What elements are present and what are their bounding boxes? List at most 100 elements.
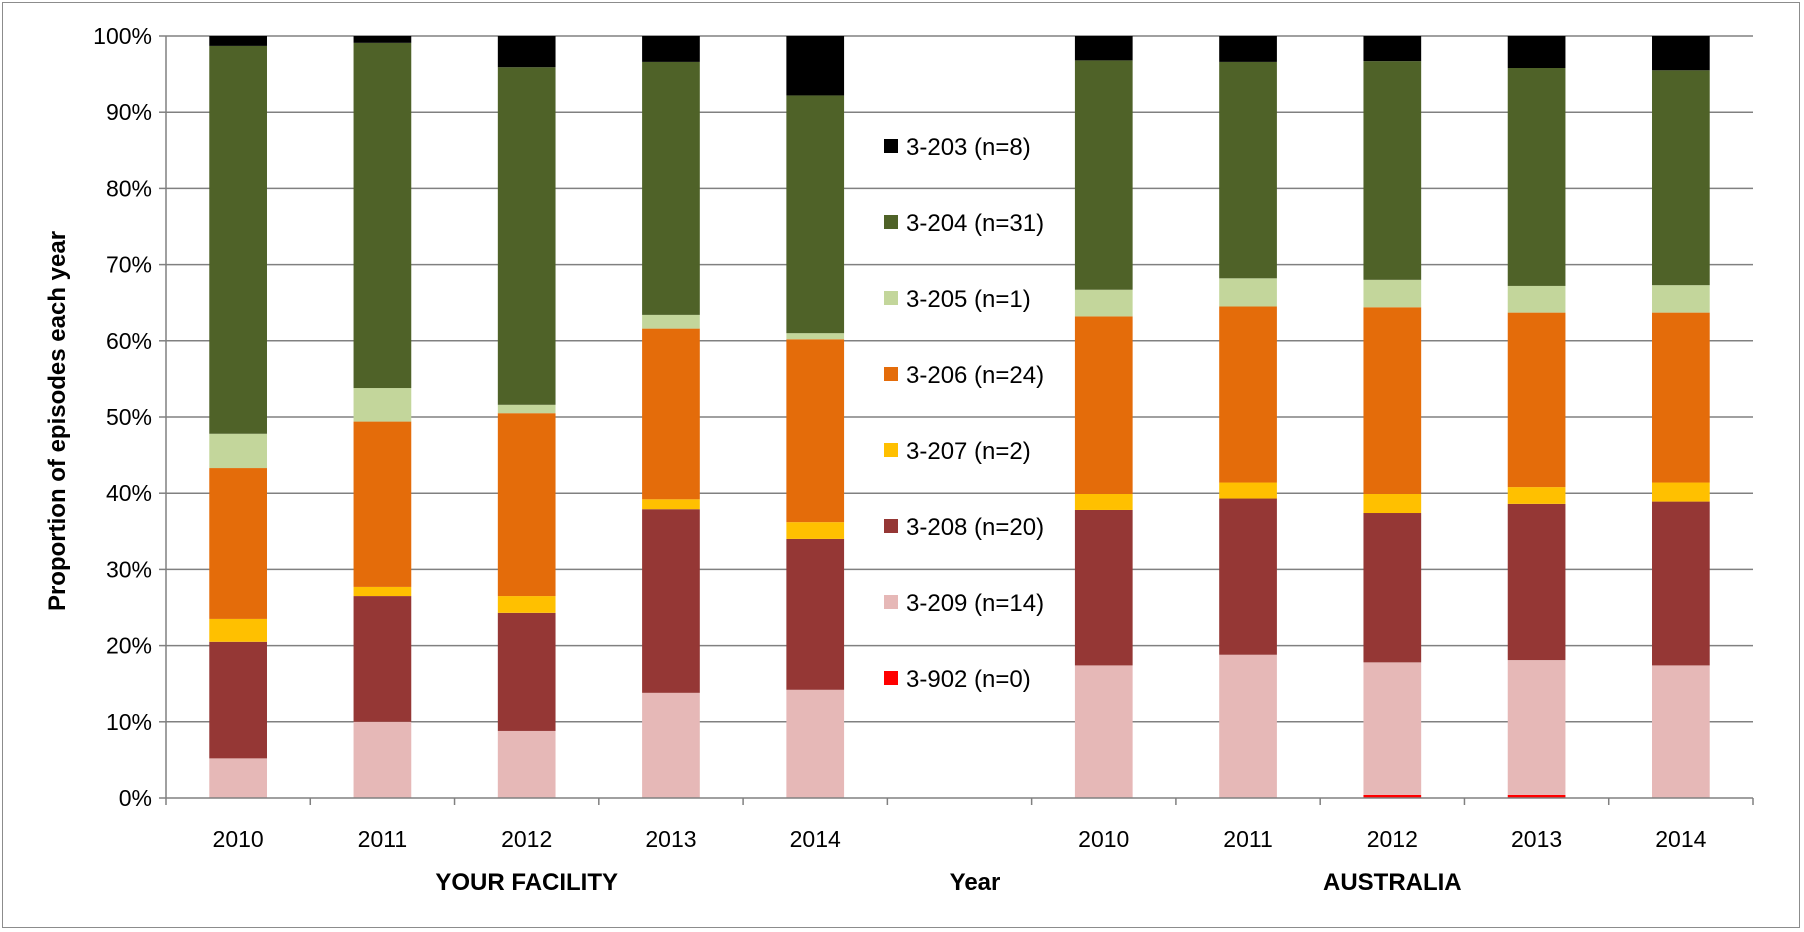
bar-segment bbox=[497, 404, 556, 414]
bar-segment bbox=[642, 499, 700, 510]
legend-swatch bbox=[884, 367, 898, 381]
y-tick-label: 100% bbox=[93, 23, 152, 49]
bar-segment bbox=[209, 433, 267, 469]
bar-segment bbox=[1074, 60, 1133, 290]
bar-segment bbox=[1507, 503, 1566, 661]
bar-segment bbox=[1363, 61, 1422, 280]
x-tick-label: 2010 bbox=[1078, 826, 1129, 852]
bars bbox=[209, 36, 1710, 798]
y-tick-label: 20% bbox=[106, 633, 152, 659]
x-tick-label: 2014 bbox=[1655, 826, 1706, 852]
bar-segment bbox=[1652, 36, 1710, 71]
bar-segment bbox=[1219, 61, 1277, 279]
bar-segment bbox=[353, 42, 412, 389]
bar-segment bbox=[786, 36, 845, 96]
legend-swatch bbox=[884, 139, 898, 153]
bar-segment bbox=[209, 468, 267, 619]
bar-segment bbox=[353, 421, 412, 587]
x-tick-label: 2012 bbox=[1367, 826, 1418, 852]
y-tick-label: 90% bbox=[106, 99, 152, 125]
x-tick-label: 2010 bbox=[213, 826, 264, 852]
y-tick-label: 60% bbox=[106, 328, 152, 354]
bar-segment bbox=[786, 689, 845, 798]
bar-segment bbox=[1507, 660, 1566, 795]
legend-swatch bbox=[884, 519, 898, 533]
bar-segment bbox=[497, 612, 556, 731]
bar-segment bbox=[786, 538, 845, 690]
bar-segment bbox=[497, 730, 556, 798]
gridlines bbox=[166, 35, 1753, 723]
bar-segment bbox=[1219, 306, 1277, 483]
bar-segment bbox=[786, 95, 845, 334]
y-tick-label: 50% bbox=[106, 404, 152, 430]
bar-segment bbox=[642, 61, 700, 315]
bar-segment bbox=[209, 758, 267, 798]
x-tick-label: 2013 bbox=[1511, 826, 1562, 852]
bar-segment bbox=[1219, 278, 1277, 307]
bar-segment bbox=[1652, 285, 1710, 313]
bar-segment bbox=[353, 596, 412, 722]
group-label: YOUR FACILITY bbox=[435, 869, 618, 896]
bar-segment bbox=[353, 388, 412, 422]
legend-swatch bbox=[884, 215, 898, 229]
legend-label: 3-205 (n=1) bbox=[906, 286, 1031, 313]
y-axis-ticks: 0% 10% 20% 30% 40% 50% 60% 70% 80% 90% 100% bbox=[93, 23, 167, 811]
bar-segment bbox=[353, 586, 412, 597]
bar-segment bbox=[497, 413, 556, 597]
bar-segment bbox=[1363, 662, 1422, 795]
x-tick-label: 2011 bbox=[358, 826, 407, 852]
bar-segment bbox=[642, 36, 700, 62]
bar-segment bbox=[1074, 316, 1133, 494]
y-tick-label: 10% bbox=[106, 709, 152, 735]
legend-label: 3-206 (n=24) bbox=[906, 362, 1044, 389]
group-label: AUSTRALIA bbox=[1323, 869, 1462, 896]
bar-segment bbox=[1507, 36, 1566, 69]
bar-segment bbox=[1363, 794, 1422, 798]
bar-segment bbox=[1219, 482, 1277, 499]
bar-segment bbox=[642, 314, 700, 329]
bar-segment bbox=[1652, 501, 1710, 666]
bar-segment bbox=[209, 618, 267, 642]
bar-segment bbox=[1219, 36, 1277, 62]
legend-label: 3-207 (n=2) bbox=[906, 438, 1031, 465]
bar-segment bbox=[1363, 493, 1422, 514]
bar-segment bbox=[1507, 68, 1566, 286]
x-tick-label: 2013 bbox=[645, 826, 696, 852]
bar-segment bbox=[1074, 509, 1133, 666]
legend-label: 3-902 (n=0) bbox=[906, 666, 1031, 693]
legend-swatch bbox=[884, 595, 898, 609]
x-axis-ticks: 2010 2011 2012 2013 2014 2010 2011 2012 2013 2014 bbox=[165, 798, 1754, 852]
bar-segment bbox=[1363, 36, 1422, 62]
x-tick-label: 2014 bbox=[790, 826, 841, 852]
bar-segment bbox=[786, 333, 845, 340]
bar-segment bbox=[642, 509, 700, 693]
y-tick-label: 0% bbox=[119, 785, 152, 811]
bar-segment bbox=[1219, 498, 1277, 655]
y-axis-label: Proportion of episodes each year bbox=[44, 231, 71, 611]
bar-segment bbox=[209, 45, 267, 434]
legend-swatch bbox=[884, 291, 898, 305]
bar-segment bbox=[1652, 312, 1710, 483]
bar-segment bbox=[497, 596, 556, 613]
bar-segment bbox=[353, 721, 412, 798]
x-tick-label: 2011 bbox=[1223, 826, 1272, 852]
y-tick-label: 80% bbox=[106, 175, 152, 201]
y-tick-label: 70% bbox=[106, 252, 152, 278]
bar-segment bbox=[1074, 493, 1133, 510]
group-labels: YOUR FACILITY AUSTRALIA bbox=[435, 869, 1461, 896]
legend-label: 3-204 (n=31) bbox=[906, 210, 1044, 237]
legend-label: 3-209 (n=14) bbox=[906, 590, 1044, 617]
bar-segment bbox=[1652, 482, 1710, 502]
legend-swatch bbox=[884, 443, 898, 457]
legend-label: 3-208 (n=20) bbox=[906, 514, 1044, 541]
x-axis-label: Year bbox=[950, 869, 1001, 896]
legend: 3-203 (n=8) 3-204 (n=31) 3-205 (n=1) 3-206 … bbox=[884, 134, 1044, 693]
bar-segment bbox=[1507, 794, 1566, 798]
bar-segment bbox=[1363, 279, 1422, 308]
bar-segment bbox=[209, 641, 267, 759]
bar-segment bbox=[1363, 307, 1422, 494]
bar-segment bbox=[1652, 70, 1710, 286]
bar-segment bbox=[1219, 654, 1277, 798]
